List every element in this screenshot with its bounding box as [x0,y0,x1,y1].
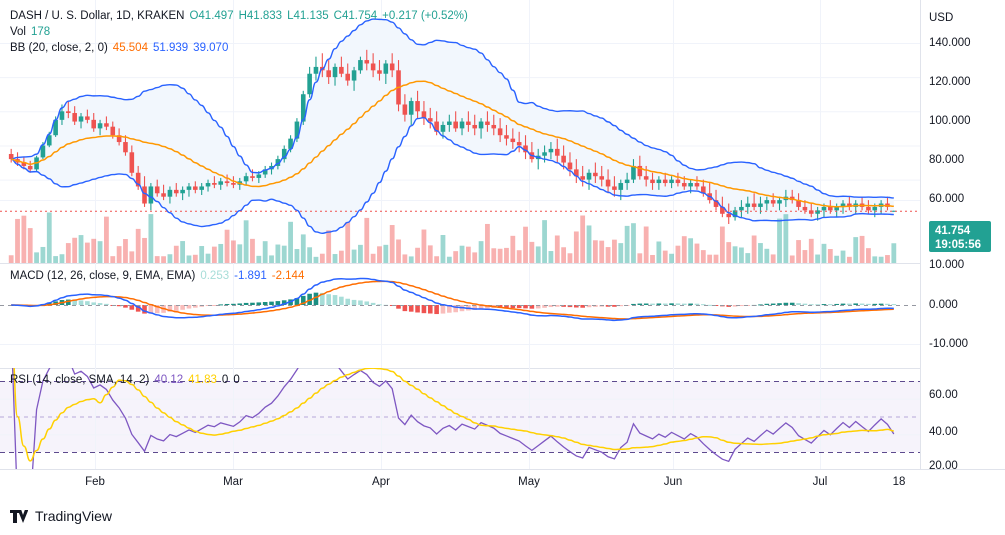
last-price-countdown: 19:05:56 [935,239,982,251]
pane-separator-macd [0,263,1005,264]
tradingview-brand[interactable]: TradingView [10,509,112,523]
rsi-chart-canvas [0,368,920,469]
last-price-badge[interactable]: 41.754 19:05:56 [929,221,991,252]
rsi-tick-40: 40.00 [929,426,958,438]
price-pane[interactable] [0,0,920,263]
time-tick-may: May [518,476,540,488]
price-tick-140: 140.000 [929,37,971,49]
macd-chart-canvas [0,263,920,368]
price-tick-60: 60.000 [929,193,965,205]
rsi-tick-60: 60.00 [929,389,958,401]
price-tick-80: 80.000 [929,154,965,166]
rsi-pane[interactable] [0,368,920,469]
price-scale[interactable]: USD 140.000 120.000 100.000 80.000 60.00… [920,0,1005,472]
last-price-value: 41.754 [935,225,971,237]
time-tick-apr: Apr [372,476,390,488]
time-tick-18: 18 [892,476,906,488]
price-scale-unit: USD [929,12,954,24]
tradingview-logo-icon [10,509,28,523]
tradingview-brand-label: TradingView [35,508,113,524]
price-tick-100: 100.000 [929,115,971,127]
price-tick-10: 10.000 [929,259,965,271]
macd-pane[interactable] [0,263,920,368]
rsi-tick-20: 20.00 [929,460,958,472]
time-tick-jul: Jul [812,476,828,488]
time-tick-jun: Jun [663,476,683,488]
macd-tick-minus10: -10.000 [929,338,969,350]
time-tick-feb: Feb [85,476,105,488]
time-tick-mar: Mar [223,476,243,488]
macd-tick-0: 0.000 [929,299,958,311]
price-tick-120: 120.000 [929,76,971,88]
time-scale[interactable]: Feb Mar Apr May Jun Jul 18 [0,469,1005,497]
price-chart-canvas [0,0,920,263]
pane-separator-rsi [0,368,1005,369]
